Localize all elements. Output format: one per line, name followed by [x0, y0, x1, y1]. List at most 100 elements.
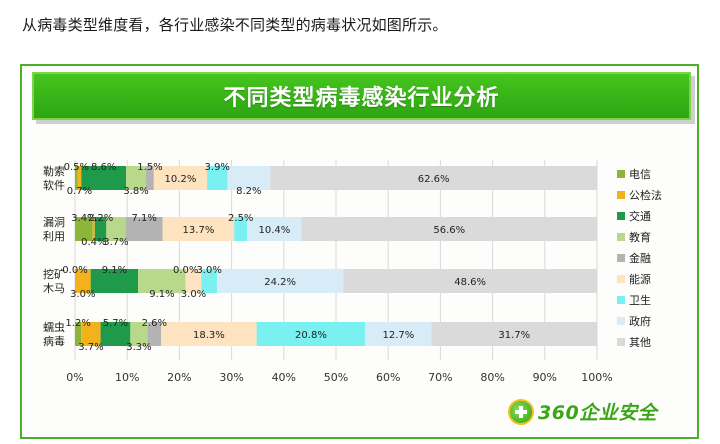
- data-label: 0.7%: [67, 186, 92, 197]
- bar-segment: [77, 166, 82, 190]
- bar-segment: [100, 322, 131, 346]
- data-label: 12.7%: [382, 330, 414, 341]
- legend-swatch: [617, 275, 625, 283]
- bar-segment: [270, 166, 597, 190]
- bar-segment: [301, 217, 597, 241]
- legend-swatch: [617, 233, 625, 241]
- bar-segment: [126, 166, 146, 190]
- bar-segment: [185, 269, 202, 293]
- legend-swatch: [617, 212, 625, 220]
- data-label: 24.2%: [264, 277, 296, 288]
- data-label: 3.9%: [205, 162, 230, 173]
- bar-segment: [138, 269, 186, 293]
- legend-label: 教育: [629, 230, 651, 244]
- category-label: 利用: [43, 230, 65, 243]
- bar-segment: [94, 217, 107, 241]
- x-tick-label: 50%: [324, 371, 348, 384]
- bar-segment: [153, 166, 208, 190]
- chart-title-banner: 不同类型病毒感染行业分析: [32, 72, 691, 120]
- category-label: 病毒: [43, 334, 65, 348]
- x-tick-label: 90%: [533, 371, 557, 384]
- data-label: 3.7%: [78, 342, 103, 353]
- legend-swatch: [617, 317, 625, 325]
- data-label: 1.2%: [65, 318, 90, 329]
- category-label: 勒索: [43, 164, 65, 178]
- data-label: 8.6%: [91, 162, 116, 173]
- bar-segment: [90, 269, 139, 293]
- legend-swatch: [617, 191, 625, 199]
- bar-segment: [216, 269, 344, 293]
- category-label: 漏洞: [43, 216, 65, 229]
- data-label: 10.2%: [165, 174, 197, 185]
- bar-segment: [75, 322, 82, 346]
- legend-label: 政府: [629, 314, 651, 328]
- legend-swatch: [617, 296, 625, 304]
- category-label: 软件: [43, 178, 65, 192]
- x-tick-label: 100%: [581, 371, 612, 384]
- bar-segment: [81, 166, 127, 190]
- category-label: 蠕虫: [43, 321, 65, 334]
- bar-segment: [81, 322, 101, 346]
- bar-segment: [201, 269, 217, 293]
- bar-segment: [343, 269, 597, 293]
- data-label: 0.0%: [173, 265, 198, 276]
- data-label: 18.3%: [193, 330, 225, 341]
- data-label: 2.6%: [142, 318, 167, 329]
- legend-swatch: [617, 170, 625, 178]
- legend-label: 电信: [629, 168, 651, 181]
- data-label: 3.0%: [196, 265, 221, 276]
- x-tick-label: 40%: [272, 371, 296, 384]
- bar-segment: [92, 217, 95, 241]
- data-label: 3.0%: [70, 289, 95, 300]
- x-tick-label: 30%: [219, 371, 243, 384]
- bar-segment: [256, 322, 366, 346]
- data-label: 3.0%: [181, 289, 206, 300]
- x-tick-label: 10%: [115, 371, 139, 384]
- data-label: 56.6%: [433, 225, 465, 236]
- bar-segment: [207, 166, 228, 190]
- bar-segment: [130, 322, 148, 346]
- brand-logo-text: 360企业安全: [538, 402, 658, 424]
- x-tick-label: 60%: [376, 371, 400, 384]
- data-label: 5.7%: [103, 318, 128, 329]
- legend-label: 交通: [629, 209, 651, 223]
- data-label: 8.2%: [236, 186, 261, 197]
- intro-text: 从病毒类型维度看，各行业感染不同类型的病毒状况如图所示。: [22, 16, 448, 34]
- bar-segment: [75, 269, 91, 293]
- data-label: 13.7%: [183, 225, 215, 236]
- bar-segment: [247, 217, 302, 241]
- legend-label: 能源: [629, 272, 651, 286]
- data-label: 20.8%: [295, 330, 327, 341]
- legend-label: 公检法: [629, 188, 662, 202]
- x-tick-label: 0%: [66, 371, 83, 384]
- legend-label: 其他: [629, 336, 651, 349]
- bar-segment: [161, 322, 257, 346]
- bar-segment: [162, 217, 235, 241]
- data-label: 3.3%: [126, 342, 151, 353]
- chart-frame: 不同类型病毒感染行业分析: [20, 64, 699, 439]
- bar-segment: [106, 217, 126, 241]
- bar-segment: [147, 322, 162, 346]
- data-label: 2.5%: [228, 213, 253, 224]
- bar-segment: [75, 217, 93, 241]
- data-label: 1.5%: [137, 162, 162, 173]
- legend-swatch: [617, 254, 625, 262]
- data-label: 9.1%: [102, 265, 127, 276]
- bar-segment: [234, 217, 248, 241]
- data-label: 3.7%: [103, 237, 128, 248]
- data-label: 9.1%: [149, 289, 174, 300]
- bar-segment: [365, 322, 432, 346]
- data-label: 0.0%: [62, 265, 87, 276]
- category-label: 木马: [43, 282, 65, 295]
- bar-segment: [227, 166, 271, 190]
- chart-title: 不同类型病毒感染行业分析: [223, 86, 500, 111]
- data-label: 2.2%: [88, 213, 113, 224]
- data-label: 7.1%: [131, 213, 156, 224]
- category-label: 挖矿: [43, 267, 65, 281]
- bar-segment: [125, 217, 163, 241]
- brand-logo: 360企业安全: [508, 398, 657, 425]
- data-label: 62.6%: [418, 174, 450, 185]
- data-label: 10.4%: [259, 225, 291, 236]
- data-label: 31.7%: [498, 330, 530, 341]
